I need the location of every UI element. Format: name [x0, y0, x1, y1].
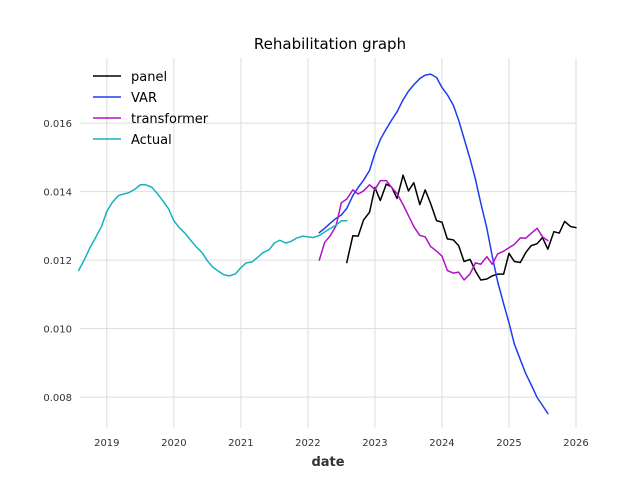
y-tick-label: 0.008: [43, 393, 72, 404]
legend: panel VAR transformer Actual: [93, 70, 209, 148]
legend-label: Actual: [131, 133, 172, 148]
y-tick-label: 0.016: [43, 119, 72, 130]
y-tick-label: 0.012: [43, 256, 72, 267]
series-line-actual: [77, 184, 348, 277]
x-tick-label: 2024: [429, 438, 454, 449]
x-axis-title: date: [311, 455, 344, 470]
x-tick-label: 2023: [362, 438, 387, 449]
chart-title: Rehabilitation graph: [254, 35, 406, 53]
x-tick-label: 2020: [161, 438, 186, 449]
x-tick-label: 2019: [94, 438, 119, 449]
legend-label: VAR: [131, 91, 157, 106]
x-tick-label: 2022: [295, 438, 320, 449]
y-tick-label: 0.010: [43, 325, 72, 336]
axis-ticks: 2019 2020 2021 2022 2023 2024 2025 2026 0.008 0.0…: [43, 119, 588, 449]
series-line-panel: [346, 174, 577, 281]
legend-label: panel: [131, 70, 167, 85]
x-tick-label: 2025: [496, 438, 521, 449]
grid: [80, 58, 577, 428]
series-lines: [77, 73, 577, 415]
series-line-var: [318, 73, 549, 415]
series-line-transformer: [318, 179, 549, 281]
legend-label: transformer: [131, 112, 209, 127]
x-tick-label: 2026: [563, 438, 588, 449]
x-tick-label: 2021: [228, 438, 253, 449]
y-tick-label: 0.014: [43, 188, 72, 199]
